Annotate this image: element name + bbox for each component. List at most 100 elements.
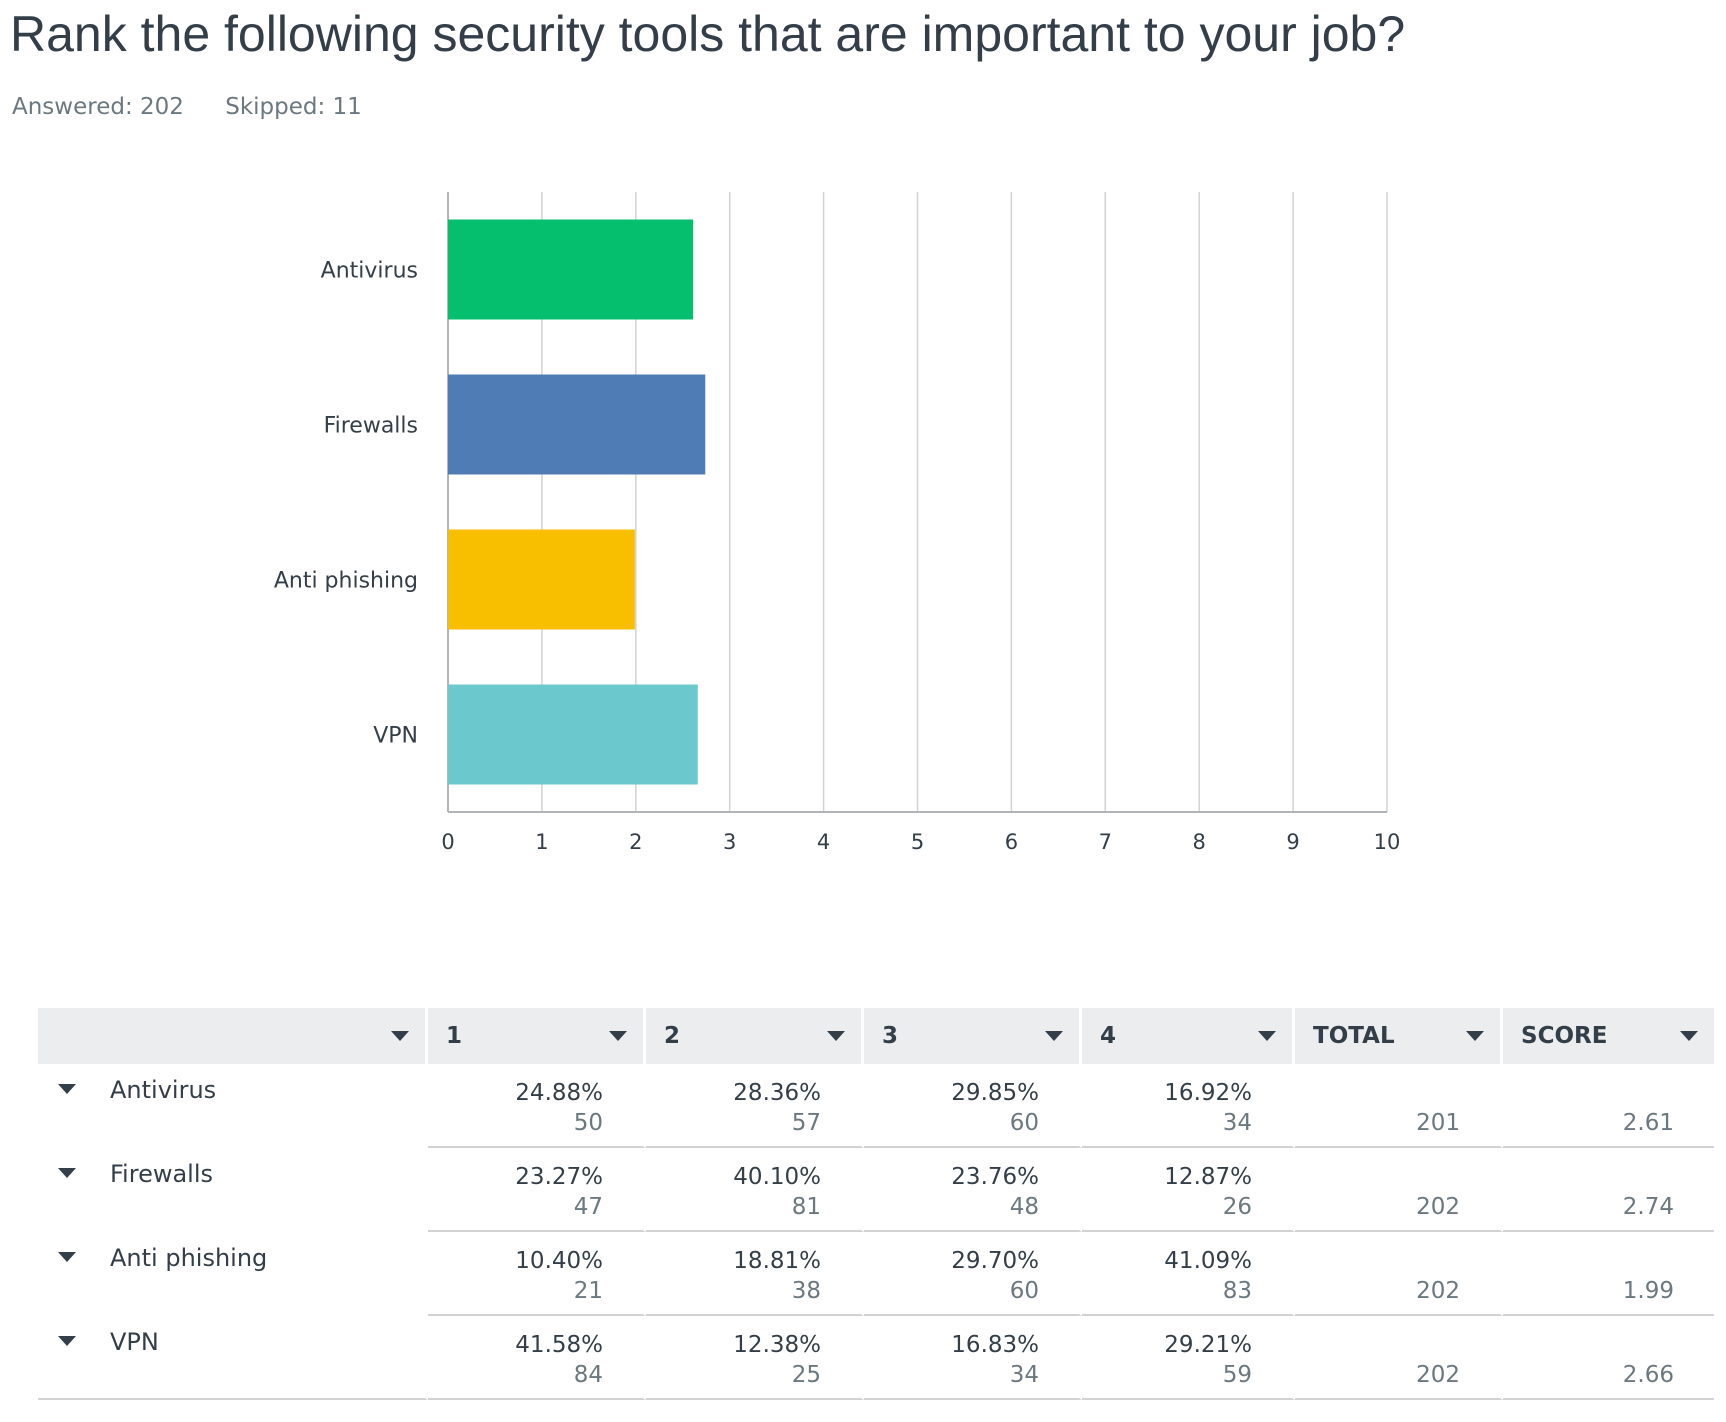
category-label: Firewalls xyxy=(324,414,418,439)
column-header-text: 2 xyxy=(664,1023,681,1049)
cell-percent: 28.36% xyxy=(733,1080,821,1106)
sort-caret-icon[interactable] xyxy=(391,1031,409,1041)
rank-cell: 16.83% 34 xyxy=(864,1316,1082,1400)
rank-cell: 29.21% 59 xyxy=(1082,1316,1295,1400)
rank-cell: 29.70% 60 xyxy=(864,1232,1082,1316)
cell-count: 59 xyxy=(1222,1362,1252,1388)
table-row: Anti phishing 10.40% 21 18.81% 38 29.70% 60… xyxy=(38,1232,1714,1316)
bar xyxy=(448,374,706,475)
x-tick-label: 10 xyxy=(1374,830,1401,854)
cell-count: 34 xyxy=(1222,1110,1252,1136)
row-label-cell[interactable]: Anti phishing xyxy=(38,1232,428,1316)
x-tick-label: 9 xyxy=(1286,830,1299,854)
rank-cell: 23.27% 47 xyxy=(428,1148,646,1232)
expand-caret-icon[interactable] xyxy=(58,1336,76,1346)
rank-cell: 24.88% 50 xyxy=(428,1064,646,1148)
row-label-cell[interactable]: Firewalls xyxy=(38,1148,428,1232)
row-label-cell[interactable]: Antivirus xyxy=(38,1064,428,1148)
column-header-text: TOTAL xyxy=(1313,1023,1395,1049)
sort-caret-icon[interactable] xyxy=(1258,1031,1276,1041)
expand-caret-icon[interactable] xyxy=(58,1168,76,1178)
cell-percent: 40.10% xyxy=(733,1164,821,1190)
cell-percent: 18.81% xyxy=(733,1248,821,1274)
row-label-cell[interactable]: VPN xyxy=(38,1316,428,1400)
x-tick-label: 0 xyxy=(441,830,454,854)
sort-caret-icon[interactable] xyxy=(609,1031,627,1041)
cell-count: 83 xyxy=(1222,1278,1252,1304)
score-cell: 1.99 xyxy=(1503,1232,1714,1316)
cell-percent: 16.83% xyxy=(951,1332,1039,1358)
row-label: Firewalls xyxy=(110,1160,214,1188)
cell-percent: 23.76% xyxy=(951,1164,1039,1190)
x-tick-label: 8 xyxy=(1193,830,1206,854)
cell-count: 50 xyxy=(573,1110,603,1136)
x-tick-label: 5 xyxy=(911,830,924,854)
expand-caret-icon[interactable] xyxy=(58,1084,76,1094)
x-tick-label: 6 xyxy=(1005,830,1018,854)
rank-cell: 28.36% 57 xyxy=(646,1064,864,1148)
total-cell: 202 xyxy=(1295,1232,1503,1316)
rank-cell: 12.87% 26 xyxy=(1082,1148,1295,1232)
cell-count: 38 xyxy=(791,1278,821,1304)
cell-percent: 12.38% xyxy=(733,1332,821,1358)
rank-cell: 41.09% 83 xyxy=(1082,1232,1295,1316)
column-header-total[interactable]: TOTAL xyxy=(1295,1008,1503,1064)
total-cell: 201 xyxy=(1295,1064,1503,1148)
response-stats: Answered: 202 Skipped: 11 xyxy=(12,94,396,120)
bar xyxy=(448,219,694,320)
table-row: Antivirus 24.88% 50 28.36% 57 29.85% 60 16.… xyxy=(38,1064,1714,1148)
question-title: Rank the following security tools that a… xyxy=(10,6,1406,62)
cell-percent: 10.40% xyxy=(515,1248,603,1274)
x-tick-label: 3 xyxy=(723,830,736,854)
row-label: Anti phishing xyxy=(110,1244,268,1272)
sort-caret-icon[interactable] xyxy=(1045,1031,1063,1041)
expand-caret-icon[interactable] xyxy=(58,1252,76,1262)
rank-cell: 40.10% 81 xyxy=(646,1148,864,1232)
category-label: Antivirus xyxy=(321,259,418,284)
x-tick-label: 2 xyxy=(629,830,642,854)
sort-caret-icon[interactable] xyxy=(1466,1031,1484,1041)
cell-percent: 29.70% xyxy=(951,1248,1039,1274)
skipped-count: Skipped: 11 xyxy=(225,94,362,120)
cell-percent: 41.58% xyxy=(515,1332,603,1358)
total-cell: 202 xyxy=(1295,1148,1503,1232)
x-tick-label: 1 xyxy=(535,830,548,854)
column-header-rank-2[interactable]: 2 xyxy=(646,1008,864,1064)
cell-count: 25 xyxy=(791,1362,821,1388)
sort-caret-icon[interactable] xyxy=(827,1031,845,1041)
cell-percent: 29.21% xyxy=(1164,1332,1252,1358)
results-table: 1 2 3 4 TOTAL SCORE Antivirus 24.88% 50 2… xyxy=(38,1008,1714,1400)
cell-count: 81 xyxy=(791,1194,821,1220)
answered-count: Answered: 202 xyxy=(12,94,184,120)
score-cell: 2.61 xyxy=(1503,1064,1714,1148)
total-cell: 202 xyxy=(1295,1316,1503,1400)
sort-caret-icon[interactable] xyxy=(1680,1031,1698,1041)
cell-count: 84 xyxy=(573,1362,603,1388)
column-header-text: 1 xyxy=(446,1023,463,1049)
column-header-rank-4[interactable]: 4 xyxy=(1082,1008,1295,1064)
score-cell: 2.66 xyxy=(1503,1316,1714,1400)
category-label: Anti phishing xyxy=(274,569,418,594)
table-header-row: 1 2 3 4 TOTAL SCORE xyxy=(38,1008,1714,1064)
cell-count: 60 xyxy=(1009,1278,1039,1304)
column-header-text: 3 xyxy=(882,1023,899,1049)
column-header-rank-1[interactable]: 1 xyxy=(428,1008,646,1064)
bar xyxy=(448,684,698,785)
column-header-text: SCORE xyxy=(1521,1023,1608,1049)
cell-count: 60 xyxy=(1009,1110,1039,1136)
column-header-score[interactable]: SCORE xyxy=(1503,1008,1714,1064)
category-label: VPN xyxy=(373,724,418,749)
row-label: VPN xyxy=(110,1328,159,1356)
cell-percent: 29.85% xyxy=(951,1080,1039,1106)
cell-count: 34 xyxy=(1009,1362,1039,1388)
cell-percent: 41.09% xyxy=(1164,1248,1252,1274)
cell-percent: 24.88% xyxy=(515,1080,603,1106)
column-header-text: 4 xyxy=(1100,1023,1117,1049)
column-header-label[interactable] xyxy=(38,1008,428,1064)
column-header-rank-3[interactable]: 3 xyxy=(864,1008,1082,1064)
table-row: Firewalls 23.27% 47 40.10% 81 23.76% 48 12.… xyxy=(38,1148,1714,1232)
x-tick-label: 7 xyxy=(1099,830,1112,854)
bar xyxy=(448,529,635,630)
rank-cell: 23.76% 48 xyxy=(864,1148,1082,1232)
cell-count: 26 xyxy=(1222,1194,1252,1220)
